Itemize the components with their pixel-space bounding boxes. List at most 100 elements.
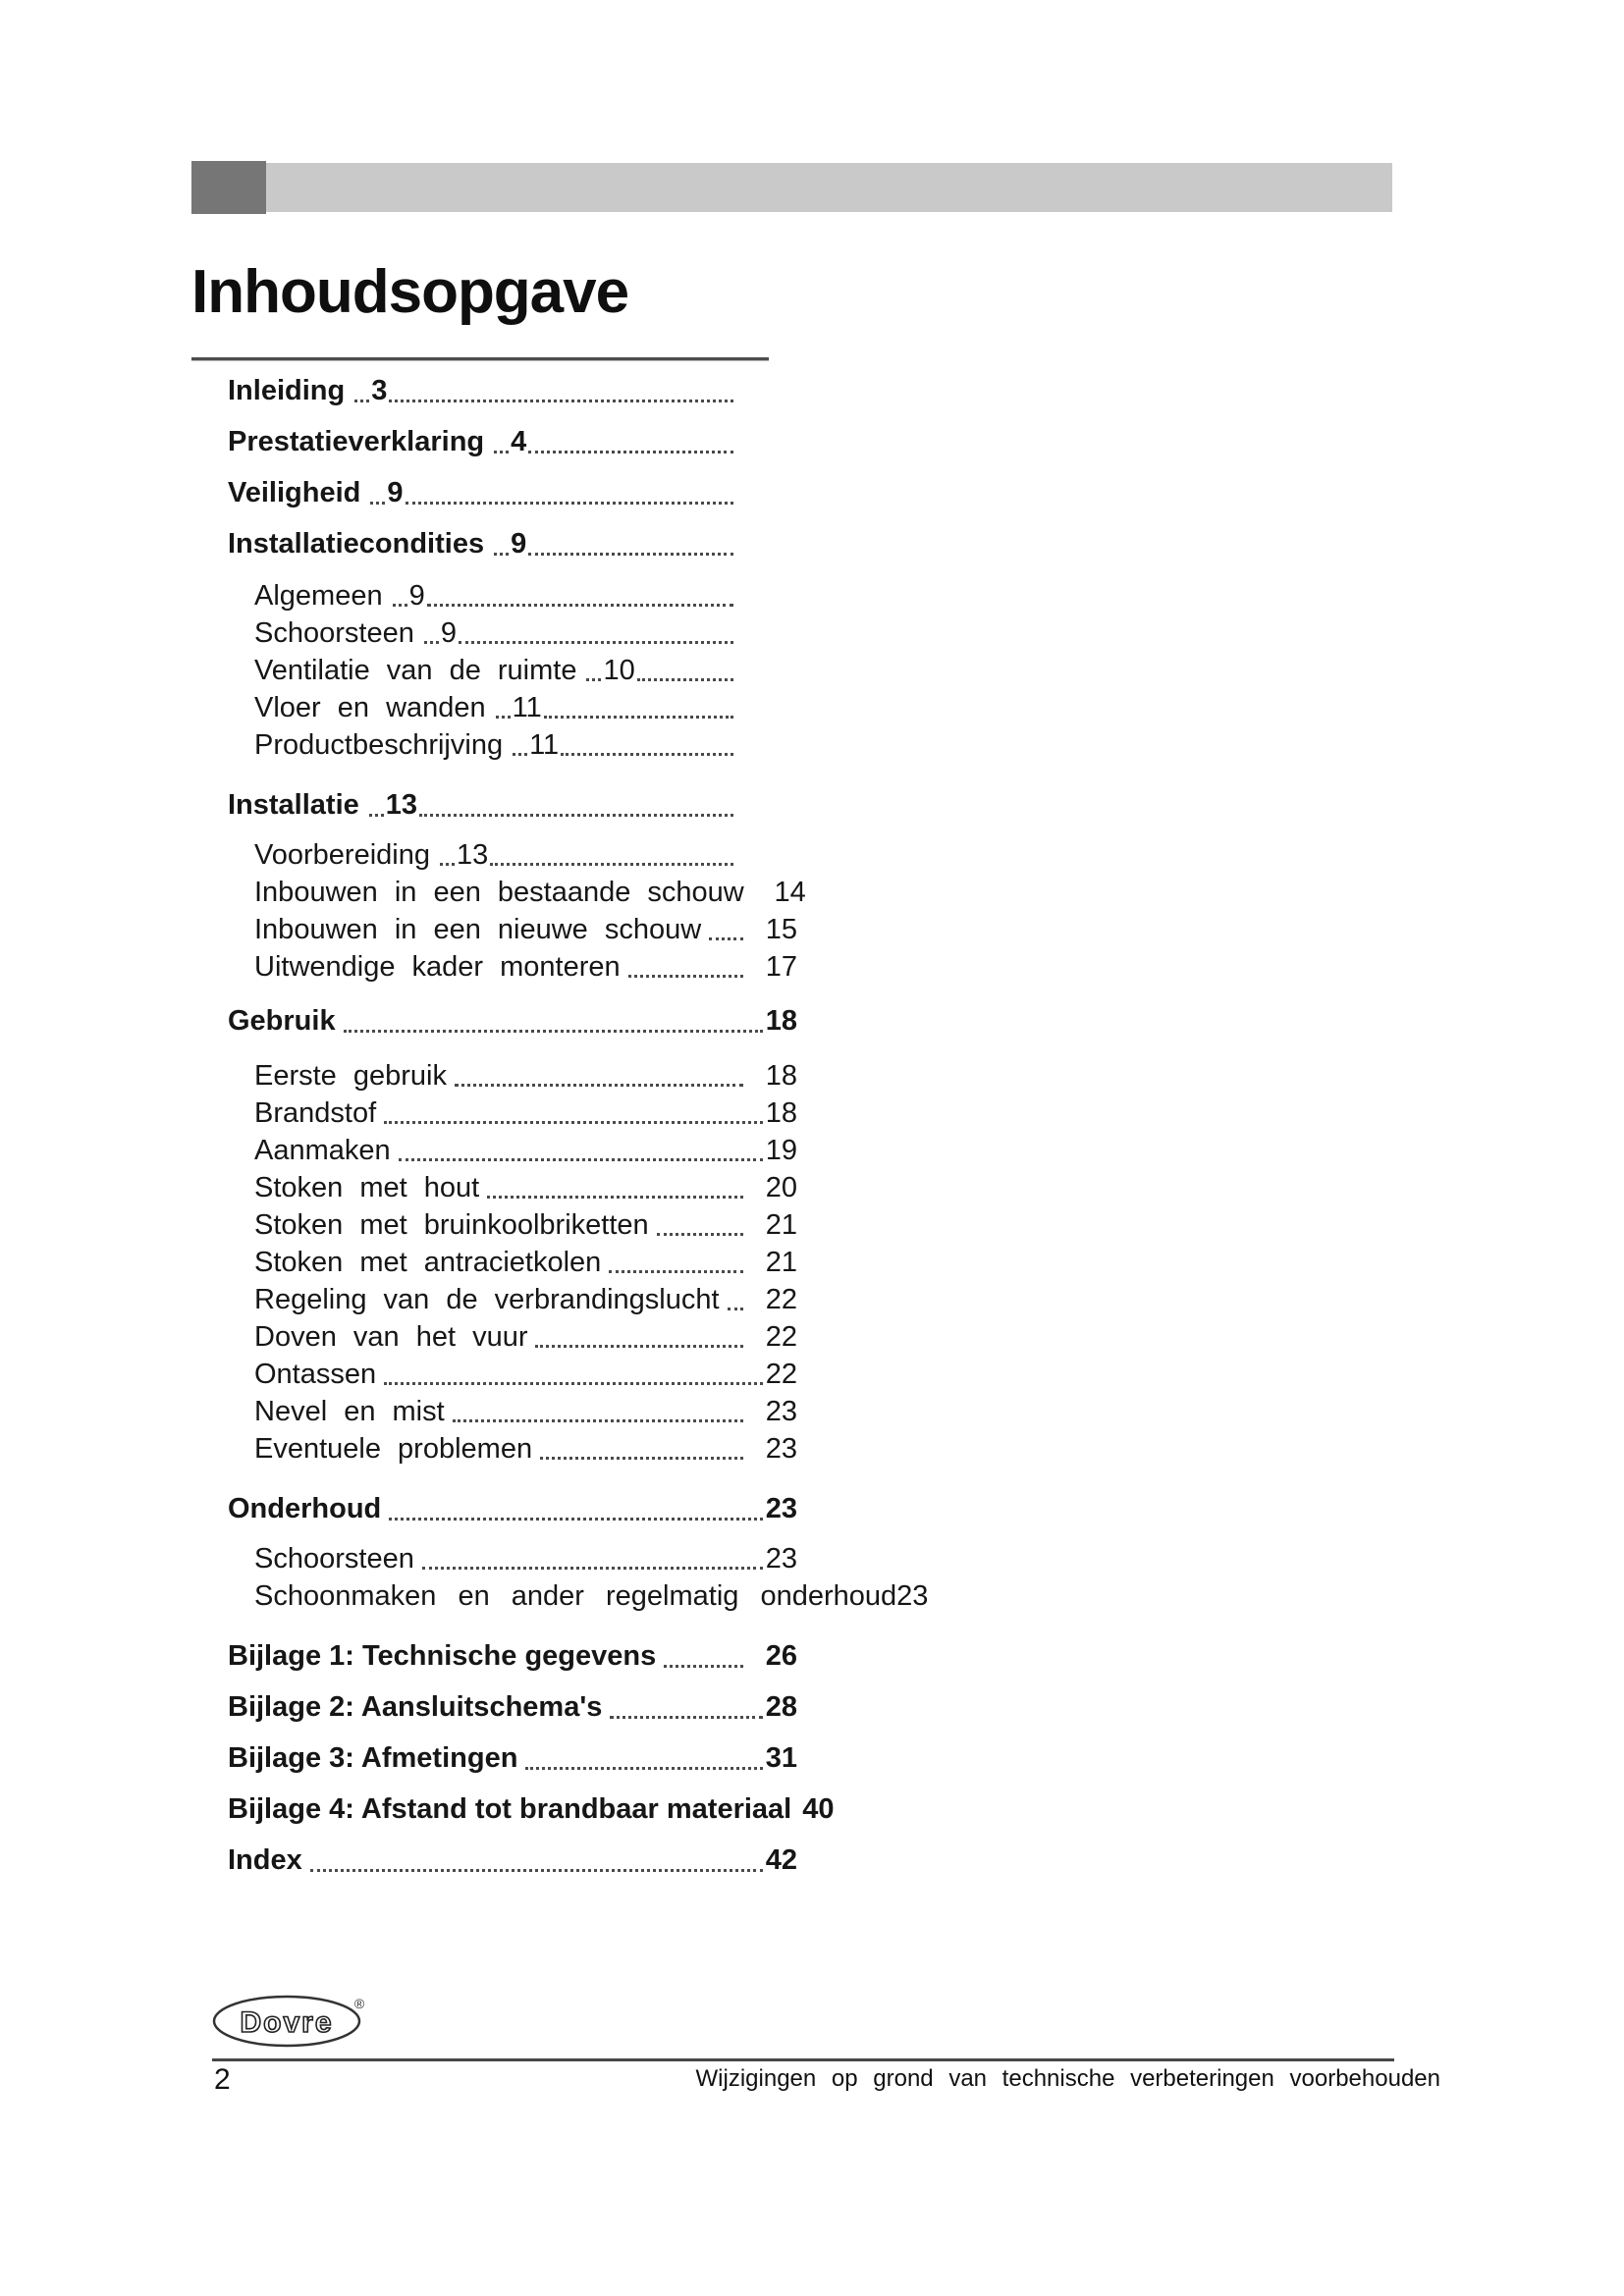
dot-leader (370, 502, 386, 505)
toc-page-number: 23 (765, 1543, 797, 1575)
dot-leader (423, 641, 439, 644)
toc-page-number: 15 (765, 914, 797, 945)
dot-leader (421, 1567, 763, 1570)
dot-leader (543, 716, 733, 719)
dot-leader (343, 1030, 763, 1033)
dot-leader (389, 400, 733, 402)
toc-row: Schoonmaken en ander regelmatig onderhou… (228, 1577, 928, 1615)
dot-leader (540, 1457, 743, 1460)
toc-label: Algemeen (254, 580, 383, 612)
toc-page-number: 19 (765, 1135, 797, 1166)
toc-page-number: 13 (385, 789, 418, 821)
toc-page-number: 22 (765, 1321, 797, 1353)
toc-row: Stoken met bruinkoolbriketten 21 (228, 1206, 797, 1244)
toc-row: Algemeen 9 (228, 577, 797, 614)
page-number: 2 (214, 2063, 231, 2096)
dot-leader (494, 553, 510, 556)
dot-leader (398, 1158, 763, 1161)
toc-page-number: 22 (765, 1284, 797, 1315)
toc-label: Vloer en wanden (254, 692, 486, 723)
dot-leader (419, 814, 733, 817)
toc-page-number: 13 (456, 839, 489, 871)
toc-label: Prestatieverklaring (228, 426, 485, 457)
toc-row: Voorbereiding 13 (228, 836, 797, 874)
header-light-bar (266, 163, 1392, 212)
toc-page-number: 28 (765, 1691, 797, 1723)
registered-mark: ® (354, 1996, 365, 2011)
toc-page-number: 42 (765, 1844, 797, 1876)
toc-row: Ontassen 22 (228, 1356, 797, 1393)
dot-leader (384, 1382, 763, 1385)
dot-leader (528, 553, 733, 556)
toc-label: Bijlage 1: Technische gegevens (228, 1640, 657, 1672)
toc-label: Installatiecondities (228, 528, 485, 560)
toc-page-number: 10 (603, 655, 635, 686)
toc-page-number: 23 (765, 1433, 797, 1465)
toc-row: Productbeschrijving 11 (228, 726, 797, 764)
toc-page-number: 9 (511, 528, 527, 560)
toc-page-number: 9 (408, 580, 425, 612)
toc-page-number: 31 (765, 1742, 797, 1774)
dot-leader (389, 1518, 763, 1521)
toc-label: Bijlage 2: Aansluitschema's (228, 1691, 603, 1723)
toc-label: Onderhoud (228, 1493, 382, 1524)
toc-row: Bijlage 1: Technische gegevens 26 (228, 1636, 797, 1676)
toc-row: Doven van het vuur 22 (228, 1318, 797, 1356)
dovre-logo: Dovre ® (212, 1995, 365, 2048)
toc-row: Uitwendige kader monteren 17 (228, 948, 797, 986)
toc-page-number: 23 (765, 1493, 797, 1524)
toc-label: Installatie (228, 789, 359, 821)
dot-leader (561, 753, 733, 756)
toc-row: Eerste gebruik 18 (228, 1057, 797, 1095)
toc-page-number: 4 (511, 426, 527, 457)
dot-leader (439, 863, 455, 866)
title-divider (191, 357, 769, 361)
toc-page-number: 26 (765, 1640, 797, 1672)
toc-page-number: 9 (440, 617, 457, 649)
toc-label: Aanmaken (254, 1135, 391, 1166)
toc-row: Vloer en wanden 11 (228, 689, 797, 726)
toc-page-number: 17 (765, 951, 797, 983)
toc-label: Productbeschrijving (254, 729, 504, 761)
page-title: Inhoudsopgave (191, 258, 629, 326)
toc-page-number: 23 (896, 1580, 929, 1612)
toc-label: Uitwendige kader monteren (254, 951, 621, 983)
dot-leader (384, 1121, 763, 1124)
toc-row: Installatie 13 (228, 785, 797, 825)
toc-row: Stoken met antracietkolen 21 (228, 1244, 797, 1281)
toc-label: Index (228, 1844, 302, 1876)
dot-leader (309, 1869, 763, 1872)
dot-leader (610, 1716, 763, 1719)
toc-row: Brandstof 18 (228, 1095, 797, 1132)
toc-label: Brandstof (254, 1097, 377, 1129)
dot-leader (487, 1196, 743, 1199)
dot-leader (458, 641, 733, 644)
toc-row: Veiligheid 9 (228, 473, 797, 512)
dot-leader (495, 716, 511, 719)
toc-row: Onderhoud 23 (228, 1489, 797, 1528)
toc-label: Ventilatie van de ruimte (254, 655, 577, 686)
toc-label: Bijlage 4: Afstand tot brandbaar materia… (228, 1793, 792, 1825)
toc-page-number: 18 (765, 1005, 797, 1037)
dot-leader (636, 678, 733, 681)
toc-label: Ontassen (254, 1359, 377, 1390)
toc-row: Schoorsteen 9 (228, 614, 797, 652)
toc-page-number: 20 (765, 1172, 797, 1203)
toc-row: Eventuele problemen 23 (228, 1430, 797, 1468)
toc-row: Bijlage 3: Afmetingen 31 (228, 1738, 797, 1778)
dot-leader (528, 451, 733, 454)
dot-leader (354, 400, 370, 402)
dot-leader (525, 1767, 763, 1770)
toc-label: Voorbereiding (254, 839, 430, 871)
toc-label: Stoken met antracietkolen (254, 1247, 602, 1278)
toc-label: Schoorsteen (254, 1543, 414, 1575)
dot-leader (586, 678, 602, 681)
toc-row: Installatiecondities 9 (228, 524, 797, 563)
toc-label: Inleiding (228, 375, 346, 406)
toc-page-number: 11 (512, 692, 542, 723)
dot-leader (494, 451, 510, 454)
dot-leader (405, 502, 733, 505)
toc-row: Prestatieverklaring 4 (228, 422, 797, 461)
header-dark-block (191, 161, 266, 214)
